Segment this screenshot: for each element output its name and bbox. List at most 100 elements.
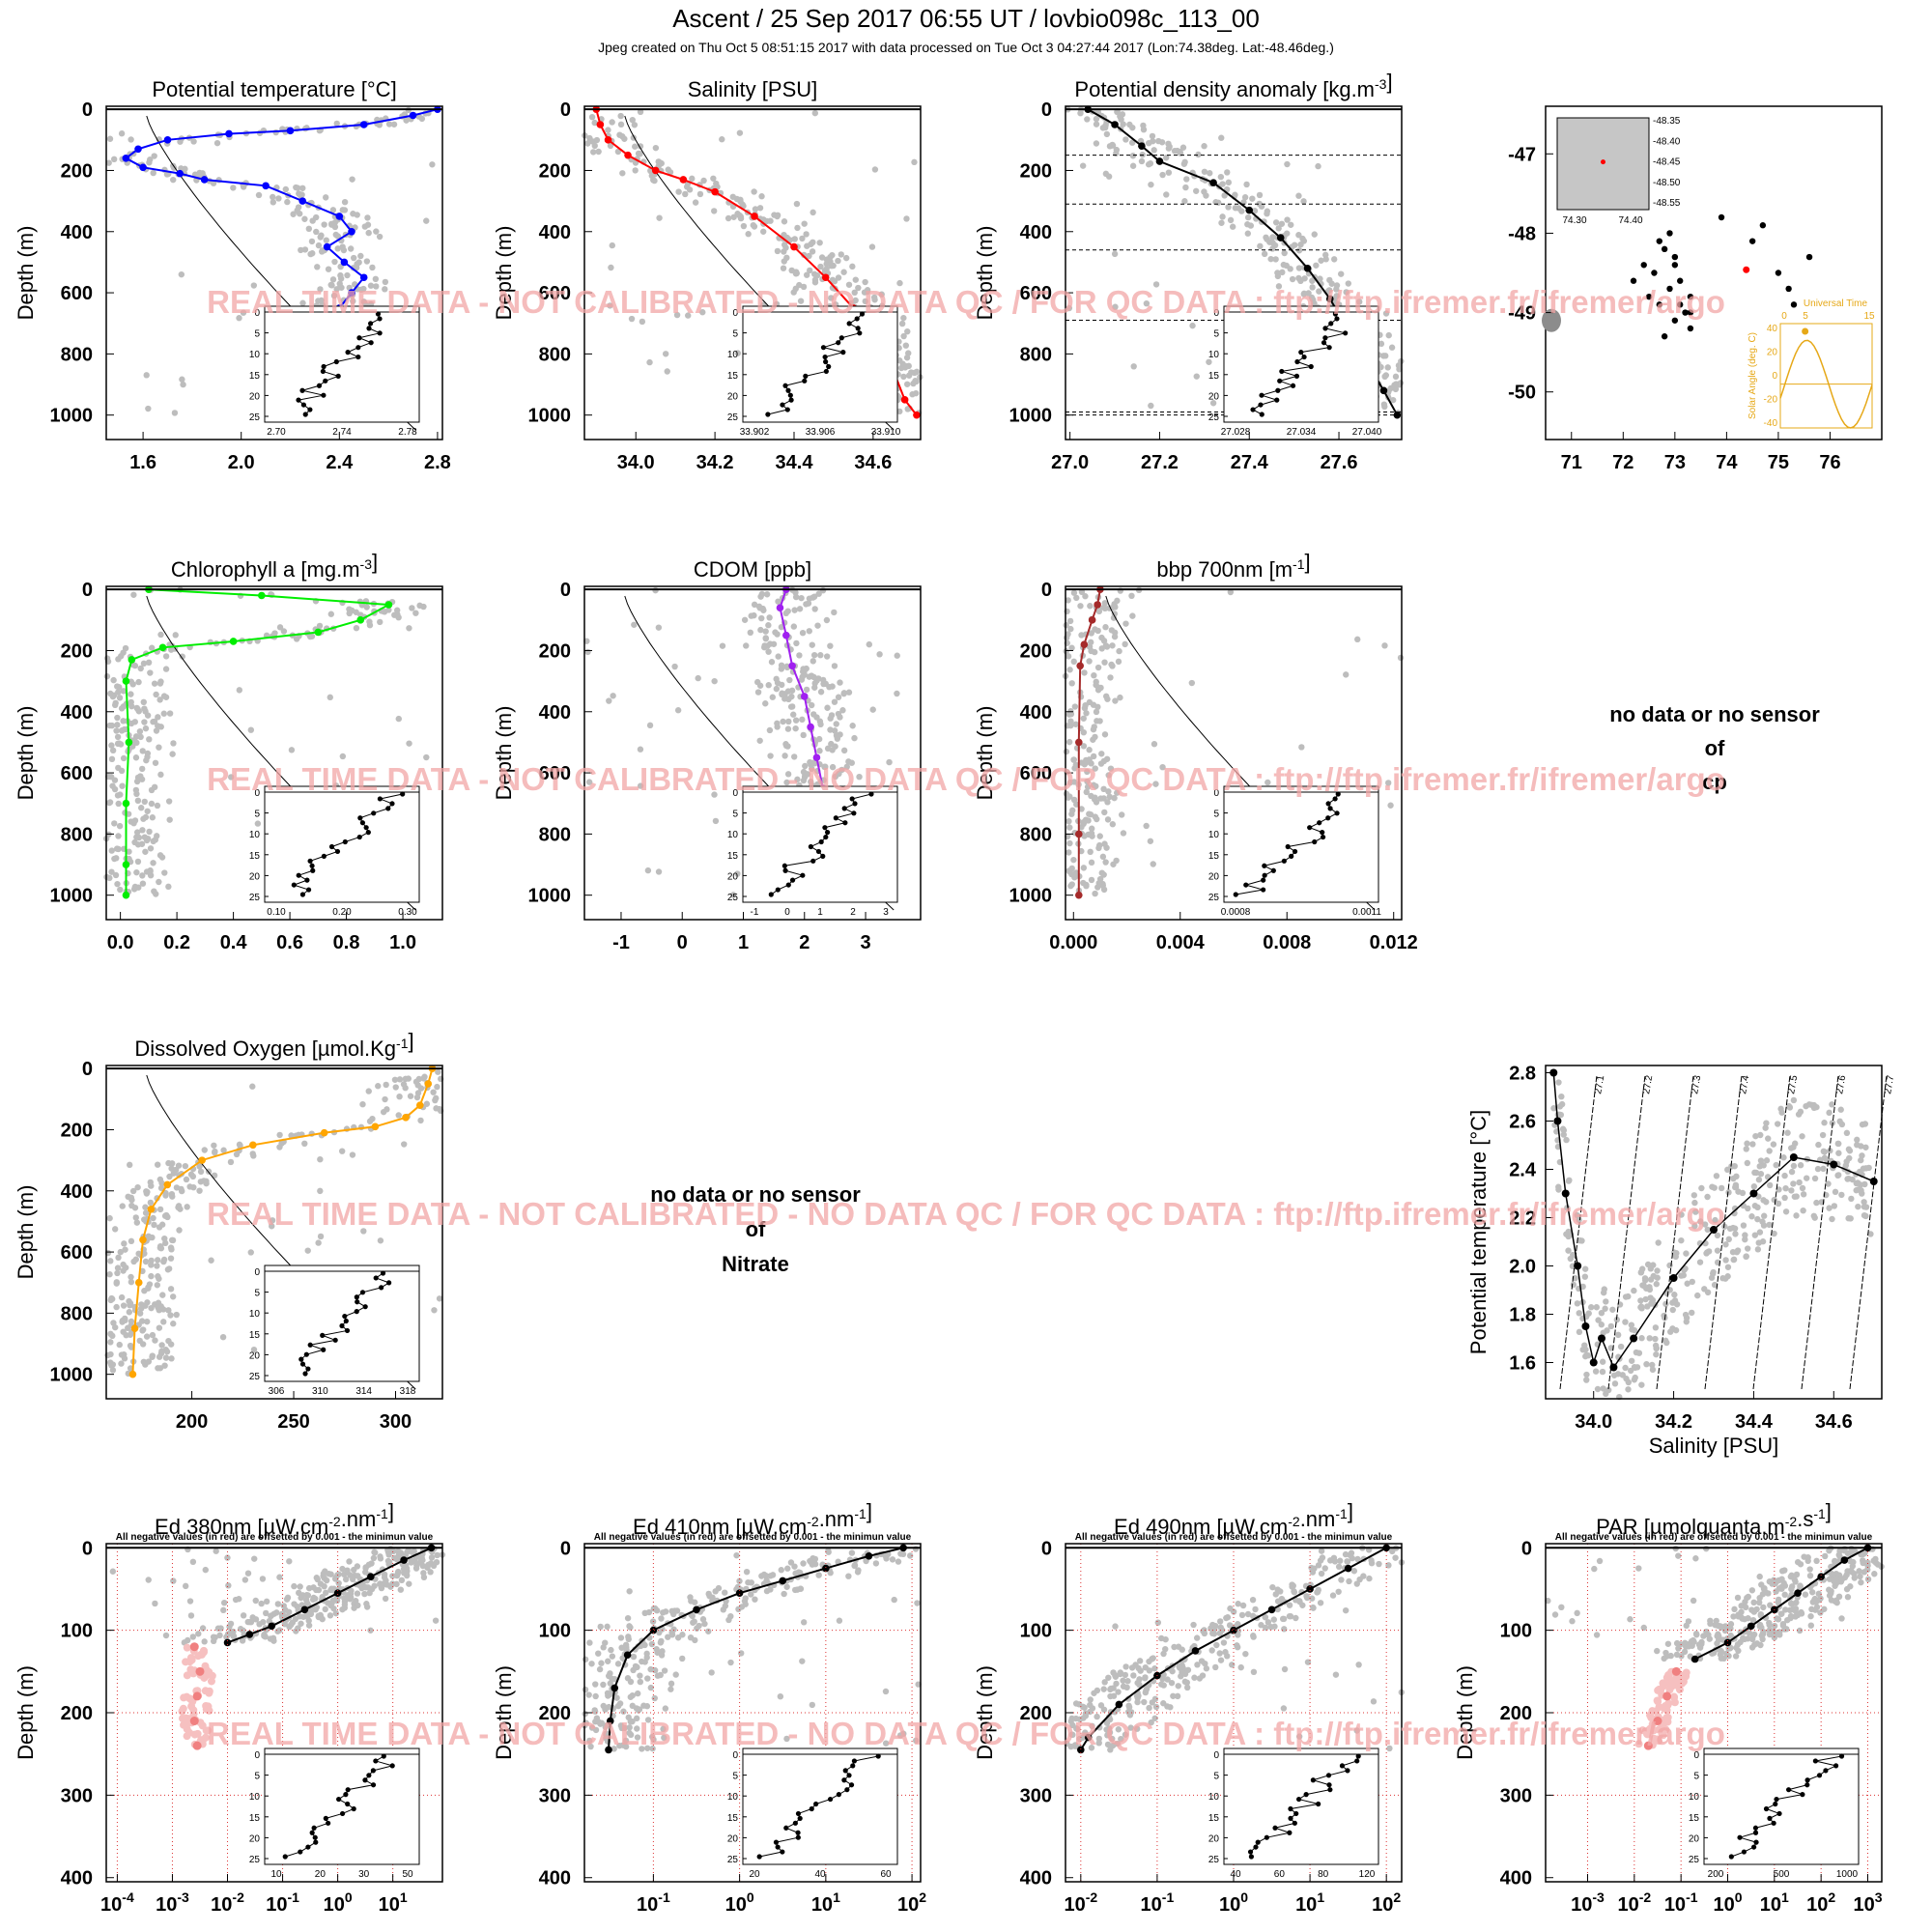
ed380-history-point: [273, 1609, 280, 1616]
cdom-inset-point: [824, 830, 831, 836]
ed490-history-point: [1318, 1548, 1325, 1554]
sal-history-point: [828, 295, 835, 301]
bbp-profile-point: [1080, 640, 1089, 648]
sal-history-point: [637, 151, 643, 157]
ed490-history-point: [1194, 1662, 1201, 1668]
sal-history-point: [818, 254, 826, 261]
par-history-point: [1756, 1573, 1763, 1580]
ed380-history-point: [361, 1590, 368, 1598]
ed490-history-point: [1222, 1649, 1229, 1656]
ed410-history-point: [706, 1593, 713, 1600]
panels: Potential temperature [°C]Depth (m)02004…: [14, 70, 1896, 1916]
sal-history-point: [911, 158, 918, 166]
sal-history-point: [652, 144, 660, 152]
panel-chl: Chlorophyll a [mg.m-3]Depth (m)020040060…: [14, 550, 443, 953]
ed410-history-point: [848, 1549, 856, 1556]
ed490-history-point: [1146, 1704, 1152, 1712]
ed410-inset-ytick-label: 15: [727, 1813, 739, 1824]
dens-history-point: [1289, 275, 1296, 283]
map-track-point: [1748, 238, 1756, 244]
par-history-point: [1761, 1584, 1768, 1592]
ed490-history-point: [1141, 1698, 1148, 1706]
ed410-profile-point: [865, 1552, 873, 1560]
temp-profile-point: [163, 136, 172, 144]
chl-history-point: [160, 710, 167, 717]
dens-history-point: [1295, 265, 1303, 271]
oxy-history-point: [147, 1179, 154, 1186]
chl-profile-point: [128, 656, 136, 664]
oxy-history-point: [168, 1165, 175, 1172]
sal-history-point: [799, 235, 806, 242]
par-history-point: [1742, 1604, 1749, 1611]
bbp-history-point: [1109, 821, 1117, 828]
oxy-history-point: [168, 1355, 175, 1362]
ed490-history-point: [1122, 1671, 1129, 1679]
par-inset-ytick-label: 10: [1689, 1792, 1700, 1803]
dens-history-point: [1209, 400, 1217, 407]
ed490-history-point: [1120, 1677, 1126, 1684]
ed490-history-point: [1160, 1700, 1167, 1707]
par-inset-point: [1728, 1854, 1734, 1860]
ed410-history-point: [659, 1648, 666, 1655]
par-history-point: [1673, 1639, 1681, 1647]
oxy-history-point: [349, 1151, 356, 1158]
par-history-point: [1807, 1612, 1814, 1620]
cdom-history-point: [772, 629, 779, 636]
dens-inset-segment: [1300, 347, 1330, 354]
temp-history-point: [163, 171, 171, 178]
ed410-history-point: [797, 1585, 805, 1592]
oxy-history-point: [129, 1187, 137, 1195]
ed380-history-point: [244, 1618, 251, 1626]
par-profile-point: [1690, 1655, 1699, 1663]
ed410-history-point: [800, 1619, 808, 1626]
oxy-history-point: [149, 1331, 156, 1339]
temp-profile-point: [323, 242, 331, 251]
sal-title: Salinity [PSU]: [688, 77, 818, 101]
oxy-history-point: [107, 1258, 114, 1264]
sal-history-point: [745, 231, 752, 238]
ed490-history-point: [1167, 1704, 1174, 1711]
ed490-history-point: [1115, 1689, 1122, 1695]
sal-history-point: [862, 298, 868, 305]
sal-history-point: [619, 170, 626, 177]
ed490-history-point: [1346, 1577, 1352, 1585]
ed380-history-point: [242, 1577, 249, 1583]
ed410-history-point: [668, 1680, 675, 1688]
cdom-history-point: [792, 717, 800, 724]
cdom-history-point: [810, 651, 818, 659]
ed490-xtick-label: 101: [1295, 1889, 1324, 1916]
ed410-history-point: [620, 1708, 627, 1715]
ed490-history-point: [1238, 1611, 1246, 1619]
dens-history-point: [1244, 230, 1251, 237]
sal-history-point: [710, 208, 718, 214]
sal-history-point: [607, 142, 614, 150]
ed410-history-point: [592, 1692, 599, 1700]
temp-history-point: [341, 198, 349, 206]
ed490-history-point: [1212, 1663, 1219, 1671]
ed490-ytick-label: 400: [1020, 1868, 1052, 1889]
sal-inset-point: [765, 412, 771, 417]
ed490-history-point: [1089, 1705, 1096, 1712]
par-xtick-label: 102: [1806, 1889, 1835, 1916]
sun-ytick-label: -20: [1764, 395, 1778, 406]
ed490-history-point: [1146, 1667, 1153, 1674]
ed490-history-point: [1201, 1630, 1208, 1637]
temp-history-point: [334, 245, 341, 252]
bbp-ytick-label: 400: [1020, 702, 1052, 724]
bbp-inset-ytick-label: 15: [1208, 851, 1220, 862]
ed380-history-point: [263, 1598, 270, 1605]
bbp-history-point: [1065, 711, 1073, 718]
chl-history-point: [406, 625, 412, 632]
cdom-history-point: [766, 726, 774, 734]
oxy-history-point: [176, 1227, 183, 1234]
ts-history-point: [1563, 1136, 1570, 1144]
chl-profile-point: [122, 891, 130, 899]
dens-history-point: [1343, 289, 1350, 296]
oxy-history-point: [116, 1341, 123, 1349]
dens-history-point: [1112, 303, 1119, 310]
chl-history-point: [140, 660, 148, 668]
dens-ytick-label: 600: [1020, 283, 1052, 304]
par-ytick-label: 300: [1500, 1785, 1532, 1806]
ed490-history-point: [1342, 1550, 1350, 1558]
